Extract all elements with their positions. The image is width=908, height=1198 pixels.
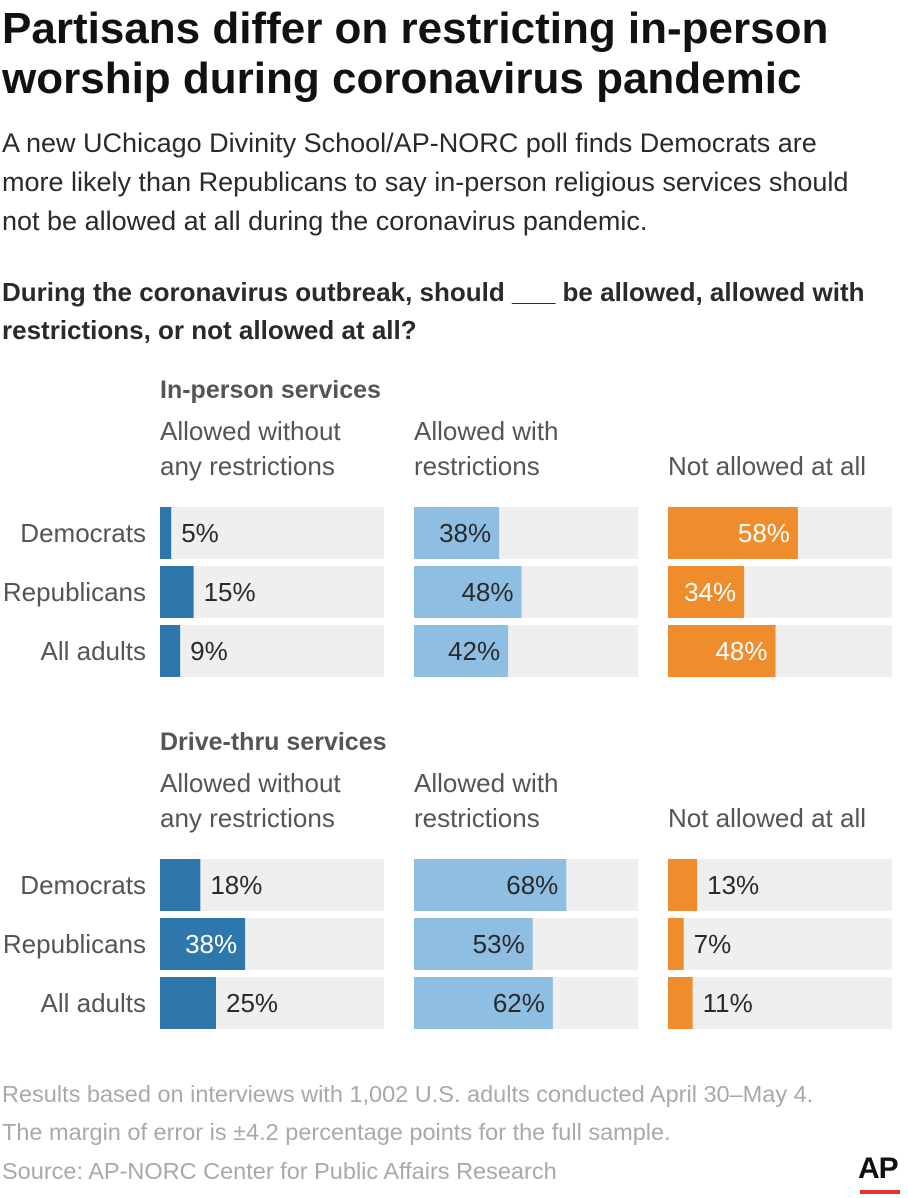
bar-track-all-adults-not-allowed-at-all [668,977,892,1029]
value-label-republicans-allowed-without-any-restrictions: 15% [204,577,256,607]
source-credit: Source: AP-NORC Center for Public Affair… [2,1158,557,1184]
bar-track-republicans-allowed-without-any-restrictions [160,566,384,618]
bar-democrats-allowed-with-restrictions [414,859,567,911]
column-header-allowed-with-restrictions-line-1: Allowed with [414,768,559,798]
column-header-not-allowed-at-all: Not allowed at all [668,451,866,481]
value-label-all-adults-not-allowed-at-all: 11% [703,988,753,1018]
value-label-republicans-allowed-with-restrictions: 53% [473,929,525,959]
survey-question: During the coronavirus outbreak, should … [2,277,865,345]
column-header-allowed-without-any-restrictions-line-1: Allowed without [160,416,341,446]
bar-all-adults-allowed-without-any-restrictions [160,977,216,1029]
bar-republicans-not-allowed-at-all [668,918,684,970]
bar-track-republicans-not-allowed-at-all [668,918,892,970]
methodology-notes: Results based on interviews with 1,002 U… [2,1081,814,1145]
value-label-democrats-allowed-without-any-restrictions: 5% [181,518,219,548]
bar-track-all-adults-allowed-without-any-restrictions [160,625,384,677]
bar-democrats-allowed-without-any-restrictions [160,507,172,559]
bar-all-adults-allowed-without-any-restrictions [160,625,181,677]
bar-democrats-not-allowed-at-all [668,507,798,559]
value-label-democrats-not-allowed-at-all: 58% [738,518,790,548]
row-label-democrats: Democrats [20,518,146,548]
column-header-allowed-with-restrictions-line-2: restrictions [414,803,540,833]
chart-subtitle: A new UChicago Divinity School/AP-NORC p… [2,128,849,236]
value-label-democrats-allowed-with-restrictions: 38% [439,518,491,548]
value-label-republicans-not-allowed-at-all: 34% [684,577,736,607]
bar-democrats-allowed-with-restrictions [414,507,500,559]
column-header-allowed-without-any-restrictions-line-2: any restrictions [160,803,335,833]
bar-republicans-not-allowed-at-all [668,566,745,618]
bar-republicans-allowed-with-restrictions [414,566,522,618]
row-label-all-adults: All adults [41,988,147,1018]
ap-logo: AP [858,1152,899,1185]
value-label-all-adults-allowed-with-restrictions: 42% [448,636,500,666]
value-label-all-adults-allowed-without-any-restrictions: 9% [190,636,228,666]
bar-track-democrats-allowed-without-any-restrictions [160,507,384,559]
bar-democrats-allowed-without-any-restrictions [160,859,201,911]
column-header-allowed-without-any-restrictions-line-1: Allowed without [160,768,341,798]
chart-title: Partisans differ on restricting in-perso… [2,4,829,103]
value-label-democrats-allowed-without-any-restrictions: 18% [210,870,262,900]
value-label-republicans-not-allowed-at-all: 7% [694,929,732,959]
in-person-services-panel-title: In-person services [160,376,381,404]
bar-all-adults-allowed-with-restrictions [414,625,509,677]
value-label-all-adults-allowed-without-any-restrictions: 25% [226,988,278,1018]
bar-republicans-allowed-without-any-restrictions [160,918,246,970]
bar-all-adults-not-allowed-at-all [668,977,693,1029]
drive-thru-services-panel-title: Drive-thru services [160,728,387,756]
row-label-democrats: Democrats [20,870,146,900]
value-label-republicans-allowed-with-restrictions: 48% [461,577,513,607]
bar-all-adults-allowed-with-restrictions [414,977,553,1029]
bar-all-adults-not-allowed-at-all [668,625,776,677]
row-label-republicans: Republicans [3,929,146,959]
column-header-allowed-without-any-restrictions-line-2: any restrictions [160,451,335,481]
value-label-all-adults-allowed-with-restrictions: 62% [493,988,545,1018]
column-header-allowed-with-restrictions-line-1: Allowed with [414,416,559,446]
value-label-republicans-allowed-without-any-restrictions: 38% [185,929,237,959]
value-label-democrats-allowed-with-restrictions: 68% [506,870,558,900]
bar-democrats-not-allowed-at-all [668,859,698,911]
bar-chart-panels: In-person services Allowed without any res… [3,376,892,1029]
bar-republicans-allowed-with-restrictions [414,918,533,970]
bar-republicans-allowed-without-any-restrictions [160,566,194,618]
bar-track-democrats-not-allowed-at-all [668,859,892,911]
column-header-not-allowed-at-all: Not allowed at all [668,803,866,833]
value-label-democrats-not-allowed-at-all: 13% [707,870,759,900]
value-label-all-adults-not-allowed-at-all: 48% [715,636,767,666]
column-header-allowed-with-restrictions-line-2: restrictions [414,451,540,481]
row-label-all-adults: All adults [41,636,147,666]
row-label-republicans: Republicans [3,577,146,607]
ap-logo-underline [860,1190,900,1194]
